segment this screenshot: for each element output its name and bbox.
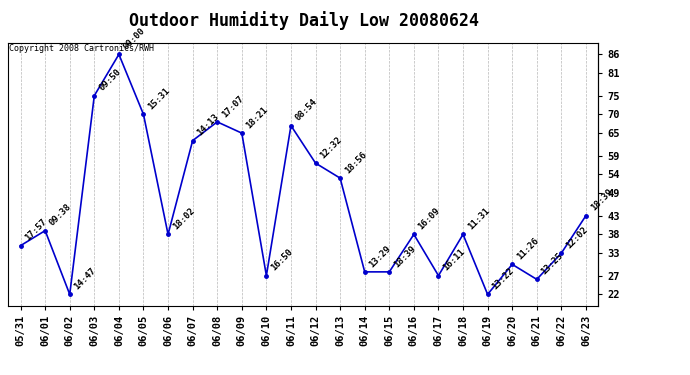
Text: 18:39: 18:39 — [589, 188, 614, 213]
Text: 16:11: 16:11 — [441, 248, 466, 273]
Text: 00:00: 00:00 — [121, 26, 147, 52]
Text: 11:26: 11:26 — [515, 236, 540, 262]
Text: 11:31: 11:31 — [466, 206, 491, 232]
Text: 14:13: 14:13 — [195, 112, 221, 138]
Text: 18:56: 18:56 — [343, 150, 368, 176]
Text: 13:22: 13:22 — [491, 266, 515, 292]
Text: Outdoor Humidity Daily Low 20080624: Outdoor Humidity Daily Low 20080624 — [128, 11, 479, 30]
Text: Copyright 2008 Cartronics/RWH: Copyright 2008 Cartronics/RWH — [9, 45, 154, 54]
Text: 09:50: 09:50 — [97, 68, 122, 93]
Text: 17:57: 17:57 — [23, 217, 49, 243]
Text: 16:09: 16:09 — [417, 206, 442, 232]
Text: 08:54: 08:54 — [294, 98, 319, 123]
Text: 18:02: 18:02 — [171, 206, 196, 232]
Text: 16:50: 16:50 — [269, 248, 295, 273]
Text: 12:02: 12:02 — [564, 225, 589, 251]
Text: 15:31: 15:31 — [146, 86, 172, 112]
Text: 13:25: 13:25 — [540, 251, 565, 277]
Text: 09:38: 09:38 — [48, 202, 73, 228]
Text: 18:21: 18:21 — [244, 105, 270, 130]
Text: 18:39: 18:39 — [392, 244, 417, 269]
Text: 14:47: 14:47 — [72, 266, 98, 292]
Text: 12:32: 12:32 — [318, 135, 344, 160]
Text: 13:29: 13:29 — [368, 244, 393, 269]
Text: 17:07: 17:07 — [220, 94, 246, 119]
